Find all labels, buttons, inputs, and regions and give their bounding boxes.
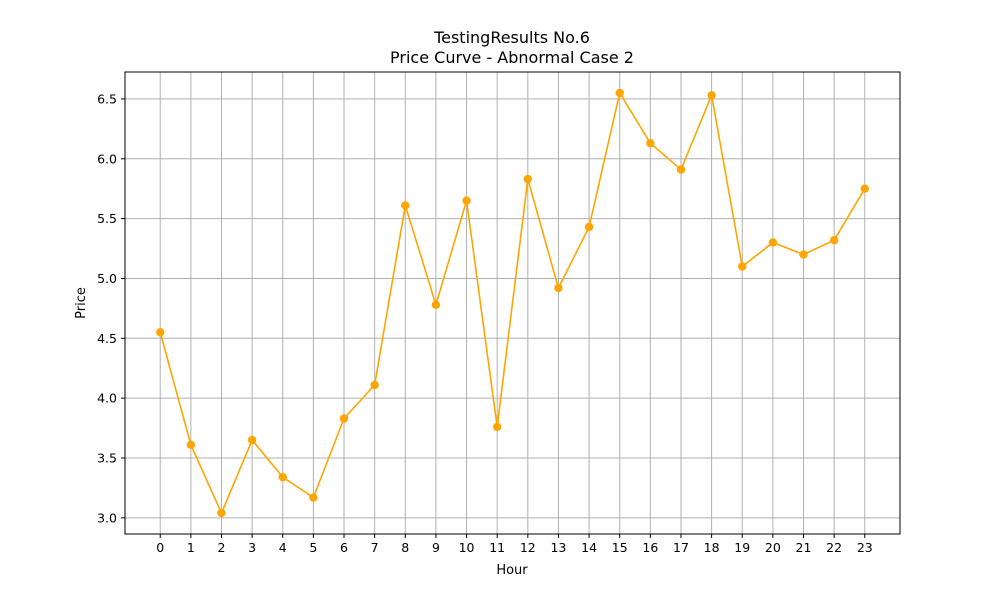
y-tick-label: 6.5 <box>97 91 117 106</box>
x-tick-label: 5 <box>309 540 317 555</box>
data-point <box>615 88 624 98</box>
x-tick-label: 15 <box>612 540 628 555</box>
x-tick-label: 1 <box>187 540 195 555</box>
x-tick-label: 0 <box>156 540 164 555</box>
x-tick-label: 3 <box>248 540 256 555</box>
data-point <box>799 250 808 259</box>
data-point <box>860 184 869 193</box>
data-point <box>554 283 563 293</box>
x-tick-label: 9 <box>432 540 440 555</box>
x-tick-label: 21 <box>796 540 812 555</box>
y-axis-label: Price <box>74 287 89 319</box>
data-point <box>462 196 471 205</box>
data-point <box>492 422 502 432</box>
x-tick-label: 12 <box>520 540 536 555</box>
x-tick-label: 17 <box>673 540 689 555</box>
data-point <box>278 472 287 482</box>
x-tick-label: 2 <box>218 540 226 555</box>
chart-title: TestingResults No.6 <box>433 28 590 47</box>
data-point <box>309 493 318 502</box>
x-axis-ticks: 0 1 2 3 4 5 6 7 8 9 10 11 12 13 14 15 16 17 18 19 20 21 22 23 <box>156 534 873 555</box>
x-axis-label: Hour <box>496 563 528 578</box>
y-tick-label: 6.0 <box>97 151 117 166</box>
data-point <box>247 435 257 445</box>
series-price <box>156 88 869 518</box>
data-point <box>738 262 747 271</box>
data-point <box>523 174 533 184</box>
y-tick-label: 4.5 <box>97 331 117 346</box>
data-point <box>186 440 196 450</box>
grid-lines <box>125 72 900 534</box>
data-point <box>370 380 379 390</box>
x-tick-label: 23 <box>857 540 873 555</box>
data-point <box>156 328 165 337</box>
y-tick-label: 5.5 <box>97 211 117 226</box>
x-tick-label: 19 <box>734 540 750 555</box>
y-tick-label: 3.5 <box>97 450 117 465</box>
data-point <box>829 235 839 245</box>
data-point <box>646 139 655 148</box>
x-tick-label: 10 <box>459 540 475 555</box>
x-tick-label: 8 <box>401 540 409 555</box>
data-point <box>707 91 716 100</box>
data-point <box>676 165 686 174</box>
y-tick-label: 5.0 <box>97 271 117 286</box>
y-tick-label: 4.0 <box>97 391 117 406</box>
x-tick-label: 18 <box>704 540 720 555</box>
series-line <box>159 92 866 514</box>
y-tick-label: 3.0 <box>97 510 117 525</box>
data-point <box>768 238 778 247</box>
chart-subtitle: Price Curve - Abnormal Case 2 <box>390 48 634 67</box>
x-tick-label: 4 <box>279 540 287 555</box>
x-tick-label: 13 <box>550 540 566 555</box>
x-tick-label: 22 <box>826 540 842 555</box>
x-tick-label: 6 <box>340 540 348 555</box>
x-tick-label: 14 <box>581 540 597 555</box>
x-tick-label: 20 <box>765 540 781 555</box>
plot-frame <box>124 71 901 535</box>
data-point <box>431 300 441 309</box>
x-tick-label: 7 <box>371 540 379 555</box>
data-point <box>584 222 594 232</box>
data-point <box>339 414 349 423</box>
x-tick-label: 11 <box>489 540 505 555</box>
data-point <box>401 201 410 210</box>
x-tick-label: 16 <box>642 540 658 555</box>
y-axis-ticks: 3.0 3.5 4.0 4.5 5.0 5.5 6.0 6.5 <box>97 91 125 525</box>
data-point <box>217 508 226 518</box>
